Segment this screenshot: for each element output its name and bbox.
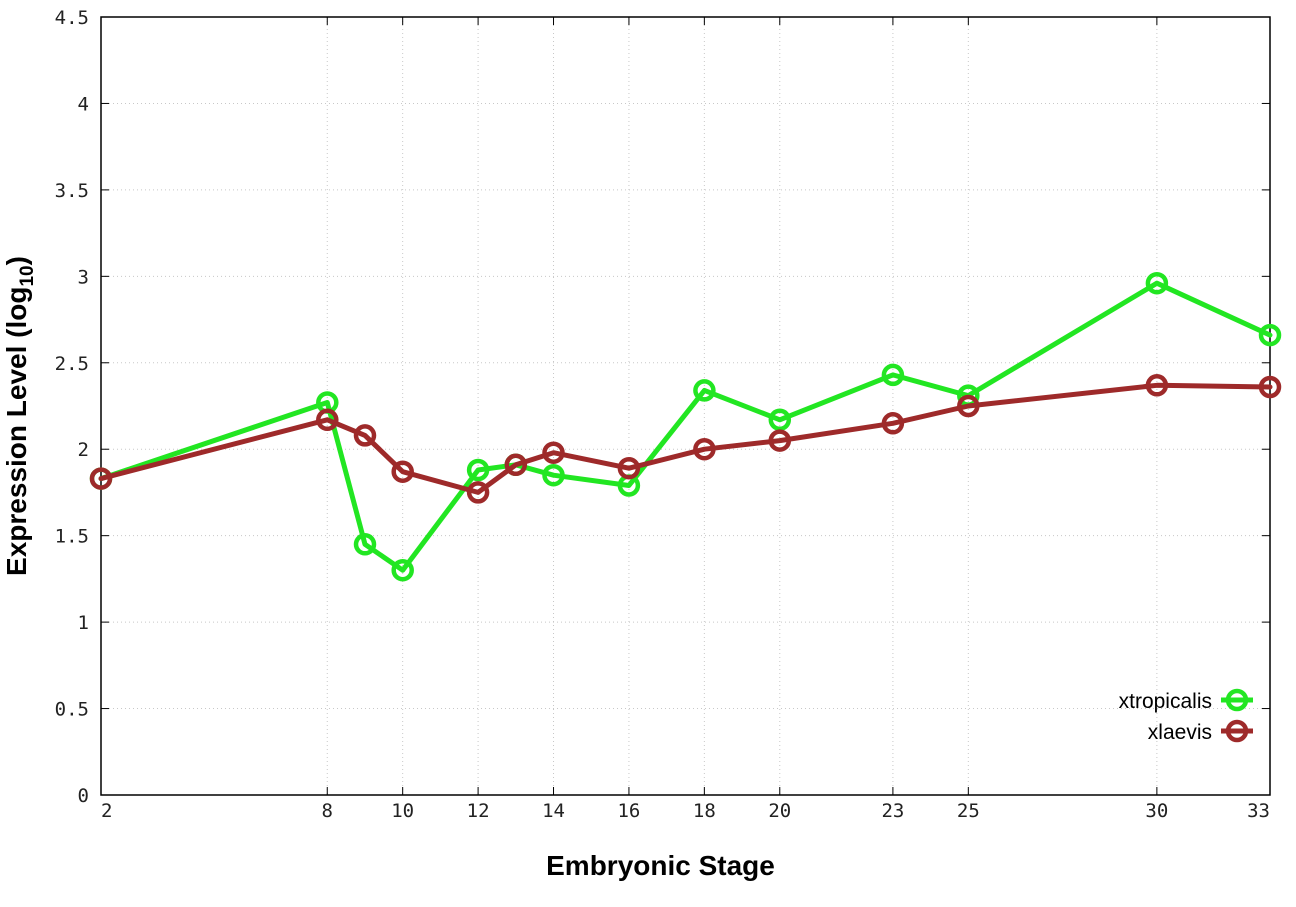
data-point-xlaevis xyxy=(693,437,716,461)
y-axis-title-close: ) xyxy=(1,256,32,265)
legend-label-xlaevis: xlaevis xyxy=(1148,721,1212,744)
y-tick-label: 2 xyxy=(78,439,89,461)
data-point-xtropicalis xyxy=(1145,271,1169,295)
x-tick-label: 16 xyxy=(617,800,640,822)
data-point-xlaevis xyxy=(768,429,792,452)
data-point-xlaevis xyxy=(504,453,528,477)
y-tick-label: 1 xyxy=(78,612,89,634)
x-tick-label: 12 xyxy=(467,800,490,822)
y-tick-label: 3 xyxy=(78,266,89,288)
legend: xtropicalis xlaevis xyxy=(1119,688,1253,744)
data-point-xlaevis xyxy=(542,441,565,464)
legend-marker-xlaevis xyxy=(1225,719,1249,743)
series-layer xyxy=(89,271,1282,582)
data-point-xlaevis xyxy=(1258,375,1282,399)
data-point-xtropicalis xyxy=(466,458,490,482)
x-tick-label: 33 xyxy=(1247,800,1270,822)
data-point-xlaevis xyxy=(353,424,377,447)
legend-label-xtropicalis: xtropicalis xyxy=(1119,690,1212,713)
y-tick-label: 3.5 xyxy=(55,180,89,202)
data-point-xlaevis xyxy=(881,412,905,435)
data-point-xtropicalis xyxy=(542,463,565,487)
y-tick-label: 4 xyxy=(78,93,89,115)
y-tick-label: 2.5 xyxy=(55,353,89,375)
x-axis-title: Embryonic Stage xyxy=(546,850,775,881)
y-tick-label: 1.5 xyxy=(55,526,89,548)
data-point-xlaevis xyxy=(89,467,113,490)
data-point-xtropicalis xyxy=(881,363,905,387)
y-tick-label: 4.5 xyxy=(55,7,89,29)
y-tick-label: 0.5 xyxy=(55,699,89,721)
y-tick-label: 0 xyxy=(78,785,89,807)
series-xlaevis xyxy=(89,374,1282,504)
x-tick-label: 25 xyxy=(957,800,980,822)
x-tick-label: 8 xyxy=(322,800,333,822)
data-point-xlaevis xyxy=(391,460,414,483)
data-point-xlaevis xyxy=(1145,374,1169,397)
data-point-xtropicalis xyxy=(1258,323,1282,347)
x-tick-label: 14 xyxy=(542,800,565,822)
x-tick-label: 10 xyxy=(391,800,414,822)
x-tick-label: 20 xyxy=(768,800,791,822)
plot-frame xyxy=(100,16,1271,796)
legend-marker-xtropicalis xyxy=(1225,688,1249,712)
data-point-xlaevis xyxy=(316,408,339,432)
y-axis-title-main: Expression Level (log xyxy=(1,287,32,576)
x-tick-label: 23 xyxy=(881,800,904,822)
data-point-xtropicalis xyxy=(768,408,792,432)
x-tick-label: 18 xyxy=(693,800,716,822)
y-axis-title: Expression Level (log10) xyxy=(1,256,38,576)
data-point-xlaevis xyxy=(466,481,490,504)
data-point-xtropicalis xyxy=(353,533,377,556)
data-point-xlaevis xyxy=(957,394,980,418)
y-axis-title-subscript: 10 xyxy=(17,265,38,286)
x-tick-label: 30 xyxy=(1145,800,1168,822)
x-tick-label: 2 xyxy=(101,800,112,822)
tick-labels: 0 0.5 1 1.5 2 2.5 3 3.5 4 4.5 2 8 10 12 14 16 18 20 23 25 30… xyxy=(55,7,1270,822)
data-point-xtropicalis xyxy=(693,379,716,402)
data-point-xlaevis xyxy=(617,456,641,480)
data-point-xtropicalis xyxy=(391,558,414,582)
